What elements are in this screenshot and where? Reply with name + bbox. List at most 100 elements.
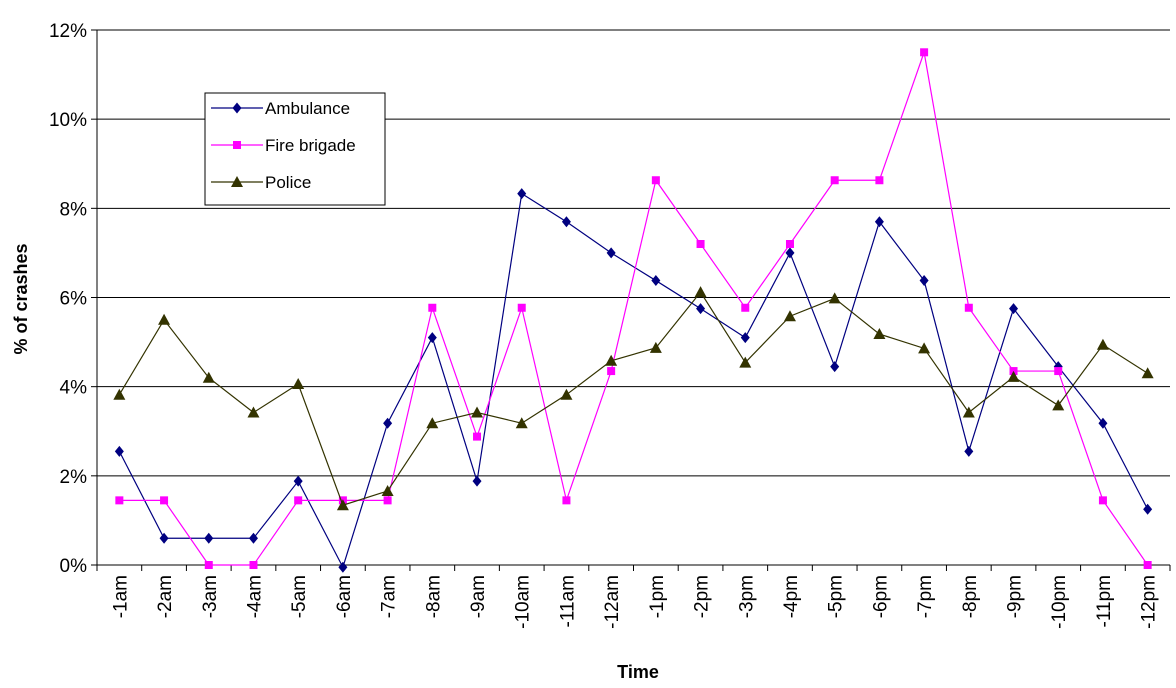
police-point: [515, 417, 528, 429]
police-point: [1007, 370, 1020, 382]
series-lines: [113, 48, 1154, 573]
fire-brigade-point: [160, 496, 169, 505]
x-tick-label: -2am: [155, 575, 176, 618]
legend-label-fire-brigade: Fire brigade: [265, 136, 356, 155]
ambulance-point: [472, 475, 482, 487]
police-point: [694, 286, 707, 298]
police-point: [962, 406, 975, 418]
ambulance-point: [383, 417, 393, 429]
x-tick-label: -12pm: [1139, 575, 1160, 629]
ambulance-point: [696, 303, 706, 315]
police-point: [918, 342, 931, 354]
ambulance-point: [204, 532, 214, 544]
x-tick-label: -12am: [602, 575, 623, 629]
y-tick-label: 4%: [60, 378, 88, 399]
fire-brigade-point: [562, 496, 571, 505]
ambulance-point: [338, 561, 348, 573]
fire-brigade-point: [651, 176, 660, 185]
police-point: [828, 292, 841, 304]
police-point: [739, 356, 752, 368]
fire-brigade-point: [1143, 561, 1152, 569]
x-tick-label: -11pm: [1094, 575, 1115, 627]
legend: Ambulance Fire brigade Police: [204, 92, 386, 206]
ambulance-line: [118, 192, 1149, 569]
fire-brigade-point: [875, 176, 884, 185]
x-tick-label: -3am: [200, 575, 221, 618]
fire-brigade-point: [785, 240, 794, 248]
ambulance-point: [1143, 503, 1153, 515]
x-tick-label: -2pm: [692, 575, 713, 618]
x-tick-label: -11am: [557, 575, 578, 627]
ambulance-point: [159, 532, 169, 544]
fire-brigade-point: [294, 496, 303, 505]
police-point: [336, 499, 349, 511]
fire-brigade-point: [607, 367, 616, 376]
fire-brigade-point: [249, 561, 258, 569]
police-point: [649, 341, 662, 353]
x-tick-label: -10pm: [1049, 575, 1070, 629]
x-axis-title: Time: [617, 662, 659, 682]
police-point: [158, 313, 171, 325]
x-tick-label: -6pm: [870, 575, 891, 618]
fire-brigade-point: [517, 303, 526, 312]
fire-brigade-point: [696, 240, 705, 248]
y-tick-label: 12%: [49, 21, 87, 42]
police-point: [426, 417, 439, 429]
fire-brigade-point: [741, 303, 750, 312]
ambulance-point: [830, 361, 840, 373]
police-point: [1096, 338, 1109, 350]
x-tick-label: -9pm: [1005, 575, 1026, 618]
ambulance-point: [651, 275, 661, 287]
police-point: [783, 310, 796, 322]
fire-brigade-point: [1054, 367, 1063, 376]
fire-brigade-point: [428, 303, 437, 312]
y-tick-label: 6%: [60, 289, 88, 310]
x-tick-label: -4pm: [781, 575, 802, 618]
police-point: [873, 328, 886, 340]
x-tick-label: -9am: [468, 575, 489, 618]
fire-brigade-point: [964, 303, 973, 312]
axes: 0% 2% 4% 6% 8% 10% 12% -1am -2am -3am -4am -5am -6am…: [49, 21, 1171, 629]
ambulance-point: [740, 332, 750, 344]
ambulance-point: [919, 275, 929, 287]
ambulance-point: [606, 247, 616, 259]
x-tick-label: -1am: [110, 575, 131, 618]
x-tick-label: -7am: [379, 575, 400, 618]
police-line: [118, 291, 1148, 507]
fire-brigade-point: [204, 561, 213, 569]
legend-marker-ambulance: [232, 102, 242, 114]
fire-brigade-point: [115, 496, 124, 505]
ambulance-point: [874, 216, 884, 228]
police-point: [381, 484, 394, 496]
legend-label-police: Police: [265, 173, 311, 192]
x-tick-label: -6am: [334, 575, 355, 618]
ambulance-point: [293, 475, 303, 487]
x-tick-label: -10am: [513, 575, 534, 629]
x-tick-label: -3pm: [736, 575, 757, 618]
police-point: [292, 377, 305, 389]
y-tick-label: 8%: [60, 199, 88, 220]
ambulance-point: [1009, 303, 1019, 315]
y-tick-label: 0%: [60, 556, 88, 577]
ambulance-point: [248, 532, 258, 544]
police-point: [113, 388, 126, 400]
police-point: [202, 371, 215, 383]
legend-marker-police: [231, 176, 243, 187]
y-tick-label: 10%: [49, 110, 87, 131]
police-point: [247, 406, 260, 418]
fire-brigade-point: [383, 496, 392, 505]
police-point: [560, 388, 573, 400]
y-tick-label: 2%: [60, 467, 88, 488]
ambulance-point: [1098, 417, 1108, 429]
fire-brigade-line: [119, 49, 1149, 566]
police-point: [605, 354, 618, 366]
x-tick-label: -4am: [244, 575, 265, 618]
police-point: [1141, 367, 1154, 379]
ambulance-point: [517, 188, 527, 200]
ambulance-point: [427, 332, 437, 344]
fire-brigade-point: [920, 48, 929, 57]
fire-brigade-point: [1098, 496, 1107, 505]
x-tick-label: -8pm: [960, 575, 981, 618]
x-tick-label: -8am: [423, 575, 444, 618]
